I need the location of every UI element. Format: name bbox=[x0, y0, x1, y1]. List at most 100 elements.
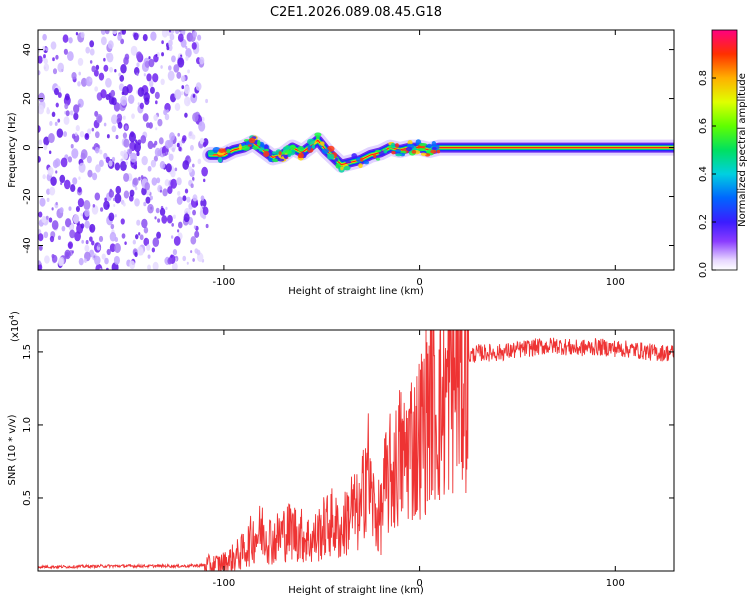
colorbar-tick-label: 0.0 bbox=[698, 262, 709, 278]
noise-point bbox=[155, 207, 160, 214]
spectrogram-y-tick-label: 40 bbox=[22, 43, 33, 56]
noise-point bbox=[55, 170, 58, 174]
noise-point bbox=[127, 94, 135, 105]
noise-point bbox=[193, 225, 197, 229]
noise-point bbox=[108, 160, 113, 167]
noise-point bbox=[171, 222, 174, 227]
signal-blob bbox=[320, 141, 325, 146]
snr-series-line bbox=[38, 330, 674, 571]
noise-point bbox=[98, 159, 104, 168]
noise-point bbox=[84, 220, 90, 229]
noise-point bbox=[38, 233, 44, 242]
noise-point bbox=[112, 30, 118, 35]
noise-point bbox=[55, 102, 59, 108]
noise-point bbox=[120, 64, 127, 74]
signal-blob bbox=[327, 145, 335, 152]
noise-point bbox=[134, 139, 138, 144]
signal-blob bbox=[297, 146, 305, 152]
noise-point bbox=[192, 112, 199, 122]
noise-point bbox=[161, 30, 169, 38]
noise-point bbox=[205, 98, 209, 104]
noise-point bbox=[111, 156, 116, 162]
noise-point bbox=[53, 87, 59, 96]
colorbar-tick-label: 0.8 bbox=[698, 70, 709, 86]
spectrogram-y-ticks: -40 -20 0 20 40 bbox=[22, 43, 674, 254]
noise-point bbox=[85, 133, 89, 138]
noise-point bbox=[57, 235, 61, 241]
noise-point bbox=[71, 71, 77, 80]
signal-blob bbox=[375, 157, 381, 161]
noise-point bbox=[134, 142, 141, 153]
noise-point bbox=[94, 86, 99, 92]
noise-point bbox=[95, 131, 100, 139]
noise-point bbox=[170, 235, 174, 239]
noise-point bbox=[45, 47, 49, 52]
noise-point bbox=[190, 93, 198, 104]
spectrogram-panel: -100 0 100 -40 -20 0 20 40 Height of straight … bbox=[7, 29, 675, 297]
noise-point bbox=[81, 239, 85, 244]
noise-point bbox=[200, 198, 207, 208]
snr-x-tick-label: -100 bbox=[213, 578, 236, 589]
noise-point bbox=[71, 250, 74, 254]
noise-point bbox=[188, 158, 192, 163]
noise-point bbox=[122, 132, 128, 139]
noise-point bbox=[159, 186, 163, 191]
noise-point bbox=[123, 56, 129, 65]
noise-point bbox=[120, 218, 125, 225]
multiplier-exponent: 4 bbox=[8, 314, 16, 319]
spectrogram-x-tick-label: 100 bbox=[606, 277, 625, 288]
noise-point bbox=[51, 111, 56, 118]
noise-point bbox=[121, 30, 126, 35]
noise-point bbox=[122, 151, 129, 160]
signal-blob bbox=[436, 149, 441, 154]
noise-point bbox=[106, 134, 110, 139]
noise-point bbox=[137, 87, 145, 97]
signal-blob bbox=[257, 139, 261, 147]
noise-point bbox=[184, 85, 190, 94]
noise-point bbox=[72, 177, 78, 185]
spectrogram-y-label: Frequency (Hz) bbox=[7, 112, 18, 188]
noise-point bbox=[114, 242, 121, 253]
noise-point bbox=[38, 92, 45, 103]
noise-point bbox=[154, 147, 161, 157]
noise-point bbox=[167, 257, 173, 265]
noise-point bbox=[69, 224, 74, 232]
noise-point bbox=[47, 132, 55, 144]
noise-point bbox=[152, 261, 159, 270]
noise-point bbox=[78, 162, 86, 173]
noise-point bbox=[80, 77, 88, 87]
noise-point bbox=[157, 218, 161, 223]
snr-y-tick-label: 1.0 bbox=[22, 417, 33, 433]
noise-point bbox=[185, 48, 192, 58]
noise-point bbox=[173, 64, 180, 73]
signal-blob bbox=[343, 165, 351, 171]
noise-point bbox=[38, 260, 41, 266]
noise-point bbox=[160, 78, 165, 86]
noise-point bbox=[57, 118, 61, 123]
noise-point bbox=[112, 197, 116, 202]
noise-point bbox=[118, 72, 121, 77]
snr-y-tick-label: 0.5 bbox=[22, 490, 33, 506]
noise-point bbox=[159, 161, 166, 170]
signal-blob bbox=[420, 152, 427, 156]
noise-point bbox=[42, 57, 45, 61]
noise-point bbox=[184, 112, 188, 118]
noise-point bbox=[69, 229, 76, 239]
signal-blob bbox=[390, 142, 396, 149]
noise-point bbox=[167, 151, 171, 156]
colorbar-label: Normalized spectral amplitude bbox=[737, 73, 748, 227]
noise-point bbox=[97, 243, 101, 248]
noise-point bbox=[165, 206, 168, 211]
noise-point bbox=[95, 164, 101, 173]
noise-point bbox=[99, 149, 103, 155]
noise-point bbox=[196, 249, 201, 256]
noise-point bbox=[38, 139, 43, 146]
noise-point bbox=[98, 72, 105, 81]
noise-point bbox=[150, 159, 157, 168]
signal-blob bbox=[315, 135, 320, 140]
noise-point bbox=[85, 239, 89, 245]
noise-point bbox=[64, 103, 69, 110]
noise-point bbox=[167, 186, 173, 195]
noise-point bbox=[135, 234, 139, 240]
noise-point bbox=[136, 219, 141, 226]
